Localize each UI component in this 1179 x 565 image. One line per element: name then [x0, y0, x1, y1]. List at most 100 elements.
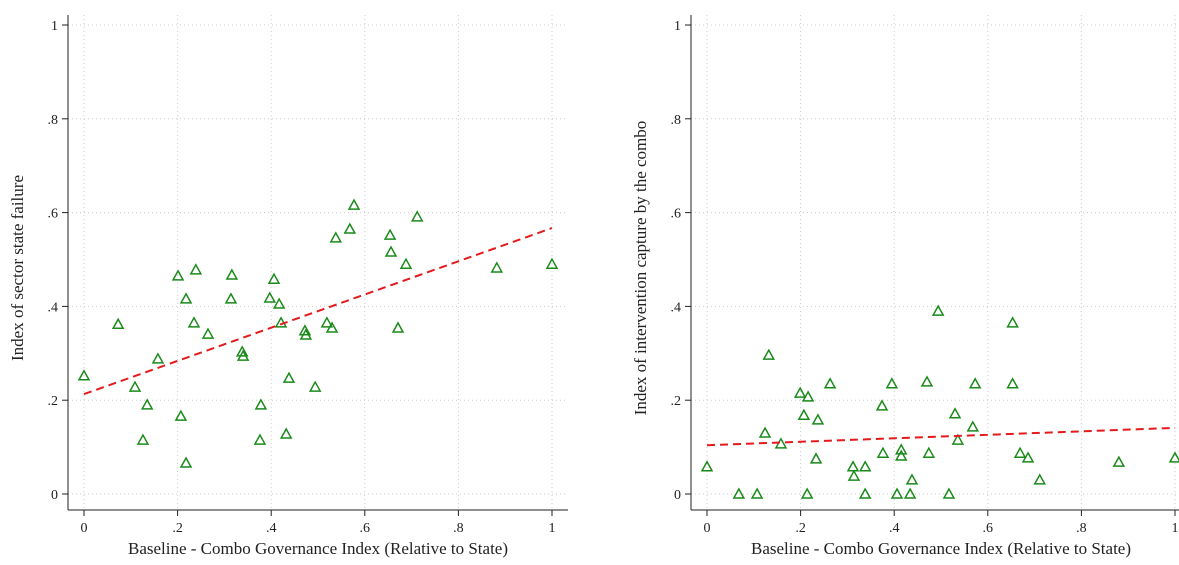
point — [890, 487, 904, 499]
point — [885, 377, 899, 389]
point — [174, 409, 188, 421]
point — [894, 449, 908, 461]
point — [903, 487, 917, 499]
point — [298, 324, 312, 336]
x-tick-label: 1 — [1172, 521, 1179, 536]
point — [179, 292, 193, 304]
point — [279, 427, 293, 439]
point — [858, 487, 872, 499]
y-tick-label: .6 — [48, 207, 59, 222]
point — [951, 433, 965, 445]
point — [282, 371, 296, 383]
point — [329, 231, 343, 243]
point — [391, 321, 405, 333]
point — [308, 380, 322, 392]
y-tick-label: .4 — [671, 300, 682, 315]
y-tick-label: .6 — [671, 207, 682, 222]
point — [1006, 377, 1019, 389]
x-tick-label: .2 — [795, 521, 806, 536]
x-tick-label: .4 — [889, 521, 900, 536]
x-tick-label: 1 — [549, 521, 556, 536]
point — [187, 316, 201, 328]
x-tick-label: .4 — [266, 521, 277, 536]
point — [732, 487, 746, 499]
point — [920, 375, 934, 387]
y-tick-label: 1 — [674, 19, 681, 34]
x-tick-label: .8 — [1076, 521, 1087, 536]
y-tick-label: 1 — [51, 19, 58, 34]
point — [811, 413, 825, 425]
point — [490, 261, 504, 273]
point — [253, 433, 267, 445]
point — [1006, 316, 1019, 328]
point — [793, 386, 807, 398]
point — [905, 473, 919, 485]
y-tick-label: .2 — [671, 394, 682, 409]
point — [179, 456, 193, 468]
point — [1112, 455, 1126, 467]
point — [846, 460, 860, 472]
y-axis-label: Index of intervention capture by the com… — [631, 121, 650, 416]
y-tick-label: .8 — [671, 113, 682, 128]
point — [823, 377, 837, 389]
point — [922, 446, 936, 458]
point — [809, 452, 823, 464]
point — [236, 349, 250, 361]
point — [77, 369, 91, 381]
x-tick-label: 0 — [81, 521, 88, 536]
point — [931, 304, 945, 316]
point — [267, 272, 281, 284]
point — [347, 198, 361, 210]
y-axis-label: Index of sector state failure — [8, 175, 27, 361]
point — [225, 268, 239, 280]
point — [700, 460, 714, 472]
point — [235, 345, 249, 357]
point — [800, 487, 814, 499]
point — [1013, 446, 1027, 458]
x-tick-label: .6 — [360, 521, 371, 536]
point — [399, 257, 413, 269]
x-tick-label: .8 — [453, 521, 464, 536]
point — [966, 420, 980, 432]
point — [171, 269, 185, 281]
y-tick-label: .8 — [48, 113, 59, 128]
fit-line — [83, 227, 553, 396]
point — [272, 297, 286, 309]
point — [762, 348, 776, 360]
point — [801, 390, 815, 402]
x-tick-label: .6 — [983, 521, 994, 536]
point — [847, 469, 861, 481]
y-tick-label: 0 — [674, 488, 681, 503]
point — [858, 460, 872, 472]
point — [1033, 473, 1047, 485]
point — [942, 487, 956, 499]
point — [140, 398, 154, 410]
x-tick-label: 0 — [704, 521, 711, 536]
x-axis-label: Baseline - Combo Governance Index (Relat… — [751, 539, 1131, 558]
point — [151, 352, 165, 364]
point — [383, 228, 397, 240]
point — [1168, 451, 1179, 463]
point — [263, 291, 277, 303]
y-tick-label: 0 — [51, 488, 58, 503]
point — [545, 257, 559, 269]
point — [758, 426, 772, 438]
y-tick-label: .4 — [48, 300, 59, 315]
point — [224, 292, 238, 304]
point — [299, 328, 313, 340]
point — [128, 380, 142, 392]
point — [894, 443, 908, 455]
point — [201, 327, 215, 339]
point — [254, 398, 268, 410]
point — [968, 377, 982, 389]
point — [410, 210, 424, 222]
point — [948, 407, 962, 419]
point — [343, 222, 357, 234]
point — [750, 487, 764, 499]
point — [189, 263, 203, 275]
point — [136, 433, 150, 445]
x-axis-label: Baseline - Combo Governance Index (Relat… — [128, 539, 508, 558]
point — [384, 245, 398, 257]
point — [875, 399, 889, 411]
